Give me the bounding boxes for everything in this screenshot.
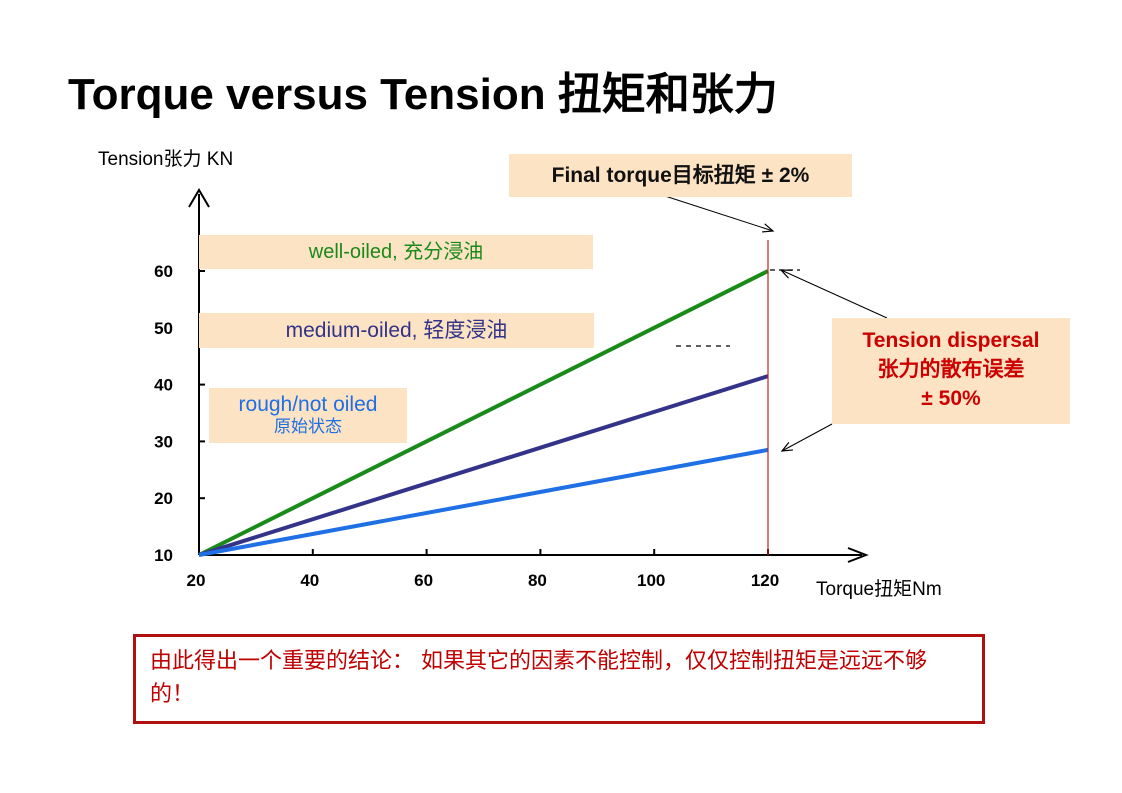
x-tick-label: 40 xyxy=(300,571,319,590)
arrow-dispersal-top-head xyxy=(779,269,793,279)
final-torque-label: Final torque目标扭矩 ± 2% xyxy=(551,164,810,187)
y-axis-arrow xyxy=(188,188,210,208)
x-axis-arrow xyxy=(847,547,869,563)
chart-series xyxy=(198,269,769,557)
medium-oiled-box: medium-oiled, 轻度浸油 xyxy=(199,313,594,348)
chart-axes: Tension张力 KN Torque扭矩Nm 20 40 60 80 100 120 10 20… xyxy=(98,148,942,600)
rough-label-en: rough/not oiled xyxy=(238,393,378,416)
medium-oiled-label: medium-oiled, 轻度浸油 xyxy=(285,319,508,342)
tension-dispersal-title: Tension dispersal xyxy=(862,329,1040,352)
well-oiled-label: well-oiled, 充分浸油 xyxy=(308,241,484,263)
final-torque-box: Final torque目标扭矩 ± 2% xyxy=(509,154,852,197)
rough-box: rough/not oiled 原始状态 xyxy=(209,388,407,443)
tension-dispersal-box: Tension dispersal 张力的散布误差 ± 50% xyxy=(832,318,1070,424)
arrow-dispersal-top xyxy=(780,269,888,319)
x-tick-label: 60 xyxy=(414,571,433,590)
arrow-final-torque-head xyxy=(761,223,775,233)
arrow-dispersal-bottom xyxy=(781,423,833,452)
x-tick-label: 80 xyxy=(528,571,547,590)
x-tick-label: 20 xyxy=(187,571,206,590)
series-line-rough xyxy=(198,447,769,557)
tension-dispersal-cn: 张力的散布误差 xyxy=(877,358,1025,381)
y-tick-label: 20 xyxy=(154,489,173,508)
y-tick-label: 30 xyxy=(154,432,173,451)
arrow-final-torque xyxy=(664,195,774,232)
y-axis-title: Tension张力 KN xyxy=(98,148,233,170)
rough-label-cn: 原始状态 xyxy=(274,417,342,436)
series-line-medium-oiled xyxy=(198,374,769,557)
tension-dispersal-percent: ± 50% xyxy=(921,387,981,410)
well-oiled-box: well-oiled, 充分浸油 xyxy=(199,235,593,269)
y-tick-label: 60 xyxy=(154,262,173,281)
y-tick-label: 40 xyxy=(154,376,173,395)
y-tick-label: 10 xyxy=(154,546,173,565)
x-tick-label: 100 xyxy=(637,571,665,590)
y-tick-label: 50 xyxy=(154,319,173,338)
conclusion-box: 由此得出一个重要的结论： 如果其它的因素不能控制，仅仅控制扭矩是远远不够的！ xyxy=(133,634,985,724)
chart-annotations xyxy=(664,195,888,555)
x-tick-label: 120 xyxy=(751,571,779,590)
conclusion-text: 由此得出一个重要的结论： 如果其它的因素不能控制，仅仅控制扭矩是远远不够的！ xyxy=(150,649,927,707)
x-axis-title: Torque扭矩Nm xyxy=(816,578,942,600)
slide-title: Torque versus Tension 扭矩和张力 xyxy=(68,70,778,119)
arrow-dispersal-bottom-head xyxy=(780,442,794,452)
series-line-well-oiled xyxy=(198,269,769,557)
